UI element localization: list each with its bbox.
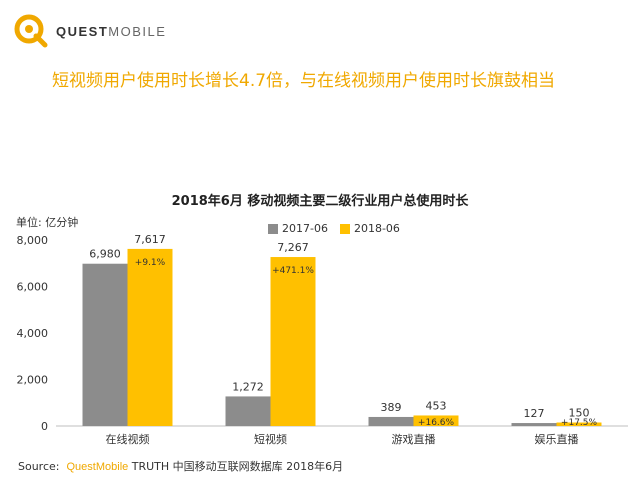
data-label: 389 (381, 401, 402, 414)
source-note: Source: QuestMobile TRUTH 中国移动互联网数据库 201… (18, 458, 343, 474)
source-brand: QuestMobile (66, 461, 129, 473)
questmobile-logo (14, 14, 48, 48)
legend-item-2018: 2018-06 (339, 222, 400, 235)
data-label: 6,980 (89, 248, 121, 261)
data-label: 150 (569, 407, 590, 420)
legend-item-2017: 2017-06 (268, 222, 328, 235)
bar-2018 (270, 257, 316, 426)
slide-headline: 短视频用户使用时长增长4.7倍，与在线视频用户使用时长旗鼓相当 (52, 71, 556, 91)
legend-swatch-2017 (268, 223, 278, 234)
bar-2017 (511, 423, 557, 426)
growth-label: +17.5% (561, 418, 598, 428)
y-tick-label: 2,000 (17, 374, 49, 387)
bar-2017 (82, 263, 128, 426)
bar-2018 (127, 248, 173, 426)
data-label: 7,617 (134, 233, 166, 246)
x-tick-label: 游戏直播 (392, 432, 436, 446)
chart-title: 2018年6月 移动视频主要二级行业用户总使用时长 (171, 194, 469, 209)
chart-legend: 2017-06 2018-06 (268, 222, 400, 235)
unit-label: 单位: 亿分钟 (16, 216, 79, 229)
growth-label: +9.1% (135, 258, 166, 268)
source-text: TRUTH 中国移动互联网数据库 2018年6月 (128, 460, 344, 473)
legend-label-2017: 2017-06 (282, 222, 328, 235)
x-tick-label: 在线视频 (106, 432, 150, 446)
data-label: 453 (426, 399, 447, 412)
bar-2017 (368, 416, 414, 426)
legend-label-2018: 2018-06 (353, 222, 400, 235)
bar-2017 (225, 396, 271, 426)
data-label: 127 (524, 407, 545, 420)
y-tick-label: 6,000 (17, 281, 49, 294)
y-tick-label: 0 (41, 420, 48, 433)
legend-swatch-2018 (339, 223, 350, 234)
bar-2018 (413, 415, 459, 426)
y-tick-label: 8,000 (17, 234, 49, 247)
data-label: 7,267 (277, 241, 309, 254)
brand-name-quest: QUEST (56, 24, 109, 39)
source-prefix: Source: (18, 460, 60, 473)
bar-2018 (556, 422, 602, 426)
y-tick-label: 4,000 (17, 327, 49, 340)
x-tick-label: 短视频 (254, 432, 287, 446)
brand-name-mobile: MOBILE (108, 24, 167, 39)
x-tick-label: 娱乐直播 (535, 432, 579, 446)
growth-label: +471.1% (272, 266, 314, 276)
growth-label: +16.6% (418, 418, 455, 428)
brand-name: QUESTMOBILE (56, 24, 166, 39)
data-label: 1,272 (232, 380, 264, 393)
